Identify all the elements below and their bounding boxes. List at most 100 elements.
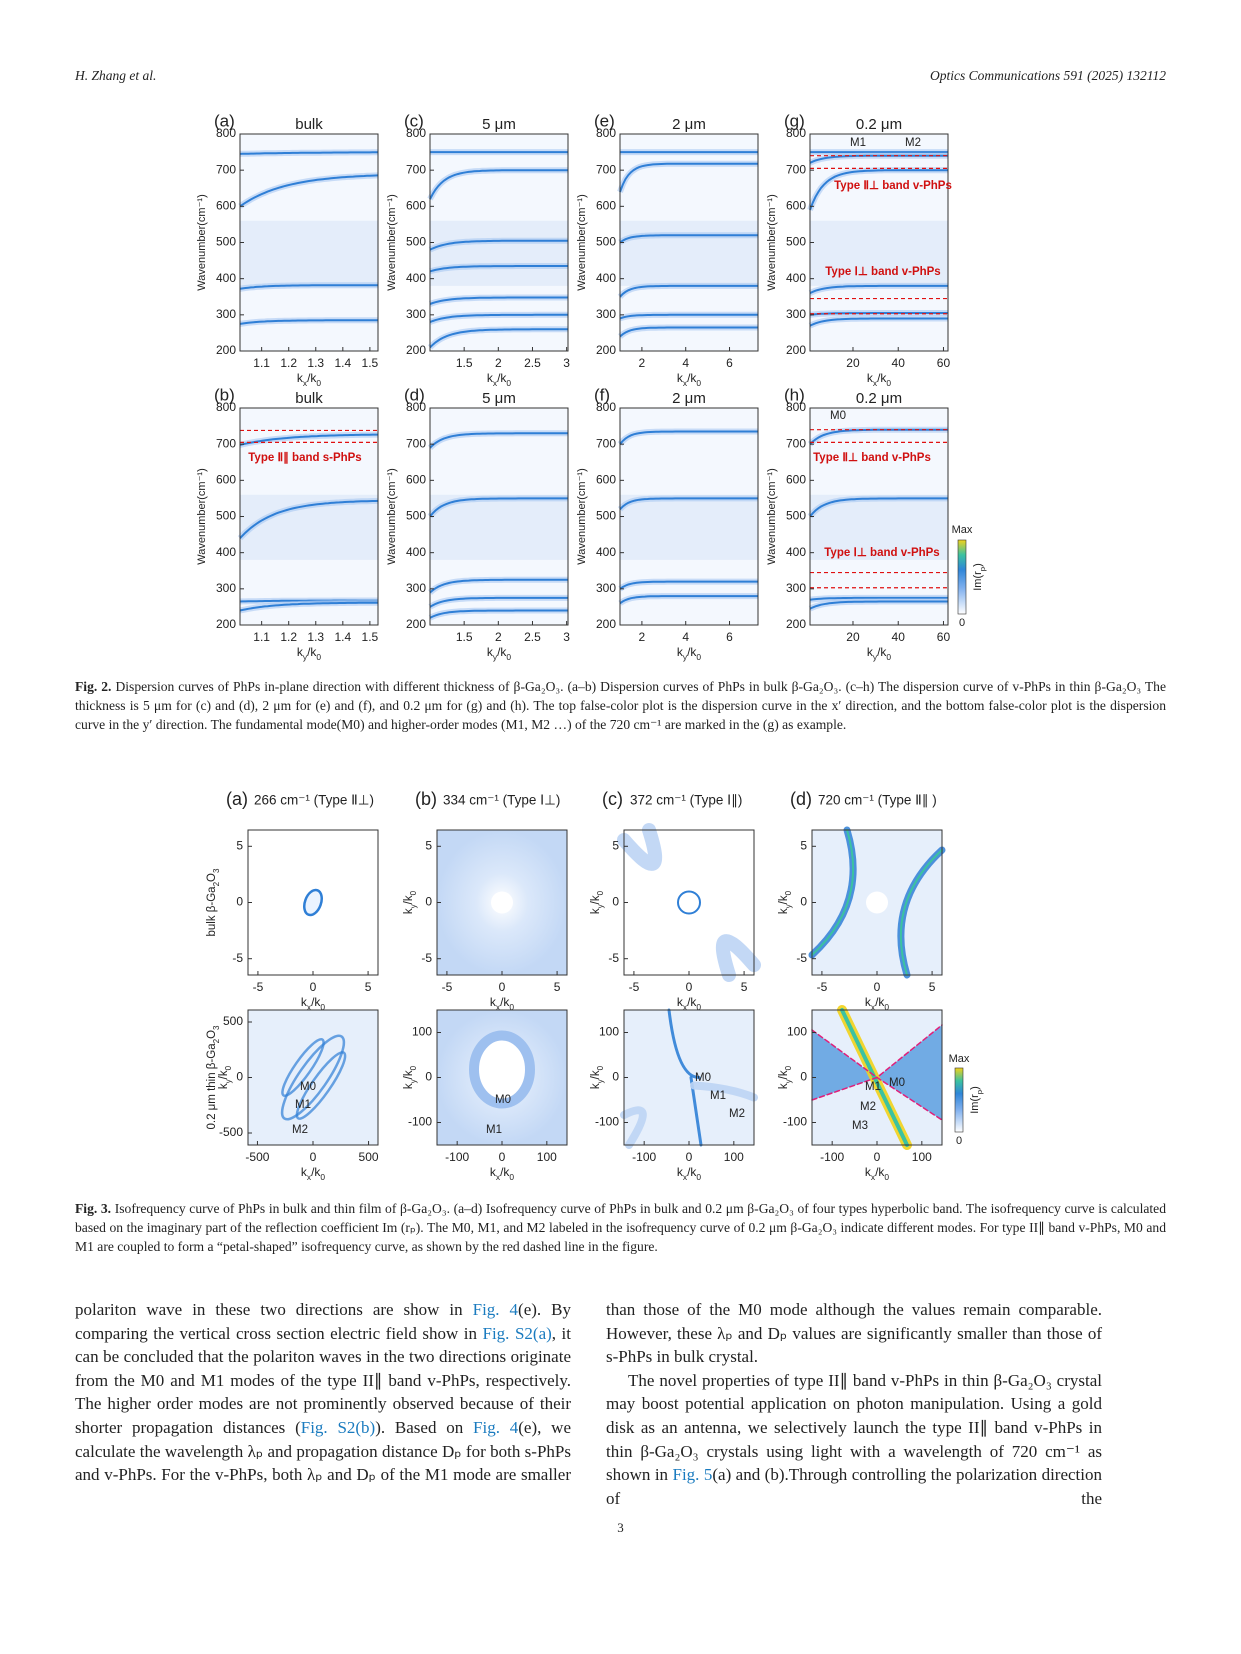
y-axis-label: ky/k0 bbox=[218, 1065, 233, 1089]
mode-curve bbox=[809, 596, 948, 601]
x-tick-label: -100 bbox=[820, 1150, 844, 1164]
mode-curve bbox=[429, 265, 568, 273]
link[interactable]: Fig. 5 bbox=[672, 1465, 713, 1485]
y-tick-label: -5 bbox=[232, 951, 243, 965]
x-tick-label: -100 bbox=[445, 1150, 469, 1164]
y-tick-label: -5 bbox=[608, 951, 619, 965]
text-part: k bbox=[218, 1083, 230, 1089]
text-part: /k bbox=[877, 645, 887, 659]
mode-curve bbox=[429, 578, 568, 594]
y-tick-label: 600 bbox=[596, 199, 616, 213]
link[interactable]: Fig. S2(a) bbox=[482, 1323, 552, 1343]
iso-curve bbox=[303, 888, 323, 917]
iso-curve bbox=[690, 1081, 758, 1102]
panel-title: 0.2 μm bbox=[856, 116, 902, 133]
text-part: k bbox=[867, 645, 874, 659]
text-part: x bbox=[496, 1172, 501, 1182]
text-part: y bbox=[596, 1079, 605, 1083]
text-part: 0 bbox=[320, 1002, 325, 1012]
text-part: 3 bbox=[212, 1025, 221, 1030]
annotation: M1 bbox=[865, 1081, 881, 1093]
x-tick-label: 2.5 bbox=[524, 356, 541, 370]
y-tick-label: 600 bbox=[216, 199, 236, 213]
y-tick-label: 300 bbox=[216, 307, 236, 321]
iso-curve bbox=[617, 823, 663, 871]
text-part: 3 bbox=[212, 868, 221, 873]
y-axis-label: Wavenumber(cm⁻¹) bbox=[766, 194, 778, 290]
colorbar-min: 0 bbox=[956, 1135, 962, 1147]
text-part: y bbox=[873, 652, 878, 662]
band-shade bbox=[620, 220, 758, 286]
mode-curve bbox=[809, 497, 948, 518]
x-axis-label: kx/k0 bbox=[865, 1165, 890, 1182]
x-tick-label: -100 bbox=[632, 1150, 656, 1164]
y-axis-label: Wavenumber(cm⁻¹) bbox=[386, 194, 398, 290]
text-part: x bbox=[307, 1172, 312, 1182]
y-tick-label: 400 bbox=[216, 271, 236, 285]
caption-text: Dispersion curves of PhPs in-plane direc… bbox=[75, 679, 1167, 733]
y-axis-label: ky/k0 bbox=[778, 890, 793, 914]
y-tick-label: 700 bbox=[596, 436, 616, 450]
link[interactable]: Fig. 4 bbox=[472, 1300, 519, 1319]
mode-curve bbox=[429, 296, 568, 305]
x-axis-label: kx/k0 bbox=[297, 371, 322, 388]
caption-text: Isofrequency curve of PhPs in bulk and t… bbox=[75, 1201, 1167, 1255]
x-tick-label: 1.4 bbox=[334, 630, 351, 644]
colorbar-label: Im(rp) bbox=[972, 563, 987, 591]
band-shade bbox=[810, 494, 948, 560]
text-part: 0 bbox=[506, 652, 511, 662]
band-shade bbox=[430, 220, 568, 286]
y-tick-label: 800 bbox=[216, 126, 236, 140]
text-part: O bbox=[206, 1030, 218, 1039]
annotation: M0 bbox=[495, 1094, 511, 1106]
panel-title: 720 cm⁻¹ (Type Ⅱ∥ ) bbox=[818, 793, 937, 808]
colorbar-max: Max bbox=[949, 1053, 970, 1065]
y-tick-label: 700 bbox=[216, 436, 236, 450]
y-tick-label: 200 bbox=[786, 343, 806, 357]
iso-ring bbox=[469, 1030, 535, 1109]
text-part: Im(r bbox=[972, 571, 984, 591]
link[interactable]: Fig. S2(b) bbox=[300, 1417, 376, 1437]
x-tick-label: 20 bbox=[846, 356, 860, 370]
link[interactable]: Fig. 4 bbox=[473, 1417, 519, 1437]
colorbar-label: Im(rp) bbox=[969, 1086, 984, 1114]
panel-label: (b) bbox=[415, 789, 437, 809]
mode-curve bbox=[619, 284, 758, 298]
text-part: /k bbox=[687, 645, 697, 659]
text-part: /k bbox=[687, 371, 697, 385]
y-tick-label: 0 bbox=[425, 1070, 432, 1084]
y-tick-label: 600 bbox=[406, 473, 426, 487]
mode-curve bbox=[429, 313, 568, 324]
plot-image bbox=[437, 1010, 567, 1145]
text-part: /k bbox=[500, 1165, 510, 1179]
annotation: M3 bbox=[852, 1120, 868, 1132]
text-part: k bbox=[297, 645, 304, 659]
text-part: 0 bbox=[316, 652, 321, 662]
text-part: 0 bbox=[886, 378, 891, 388]
y-axis-label: ky/k0 bbox=[590, 890, 605, 914]
plot-image bbox=[248, 830, 378, 975]
y-tick-label: 200 bbox=[216, 617, 236, 631]
panel-label: (h) bbox=[784, 385, 805, 404]
iso-region bbox=[812, 1025, 942, 1120]
text-part: /k bbox=[875, 1165, 885, 1179]
x-tick-label: 0 bbox=[499, 980, 506, 994]
text-part: k bbox=[590, 908, 602, 914]
x-tick-label: 1.3 bbox=[307, 356, 324, 370]
mode-curve bbox=[429, 169, 568, 200]
y-tick-label: 200 bbox=[596, 343, 616, 357]
iso-curve bbox=[840, 1008, 909, 1147]
x-tick-label: 40 bbox=[892, 630, 906, 644]
annotation: Type Ⅱ⊥ band v-PhPs bbox=[834, 179, 952, 192]
x-tick-label: 0 bbox=[874, 1150, 881, 1164]
y-axis-label: ky/k0 bbox=[403, 1065, 418, 1089]
text-part: Im(r bbox=[969, 1094, 981, 1114]
mode-curve bbox=[239, 499, 379, 539]
x-tick-label: 500 bbox=[359, 1150, 379, 1164]
annotation: M0 bbox=[300, 1081, 316, 1093]
text-part: 2 bbox=[212, 881, 221, 886]
text: (e), we calculate the wavelength λₚ and … bbox=[75, 1417, 571, 1485]
annotation: M0 bbox=[889, 1077, 905, 1089]
x-tick-label: -5 bbox=[817, 980, 828, 994]
x-axis-label: ky/k0 bbox=[867, 645, 892, 662]
